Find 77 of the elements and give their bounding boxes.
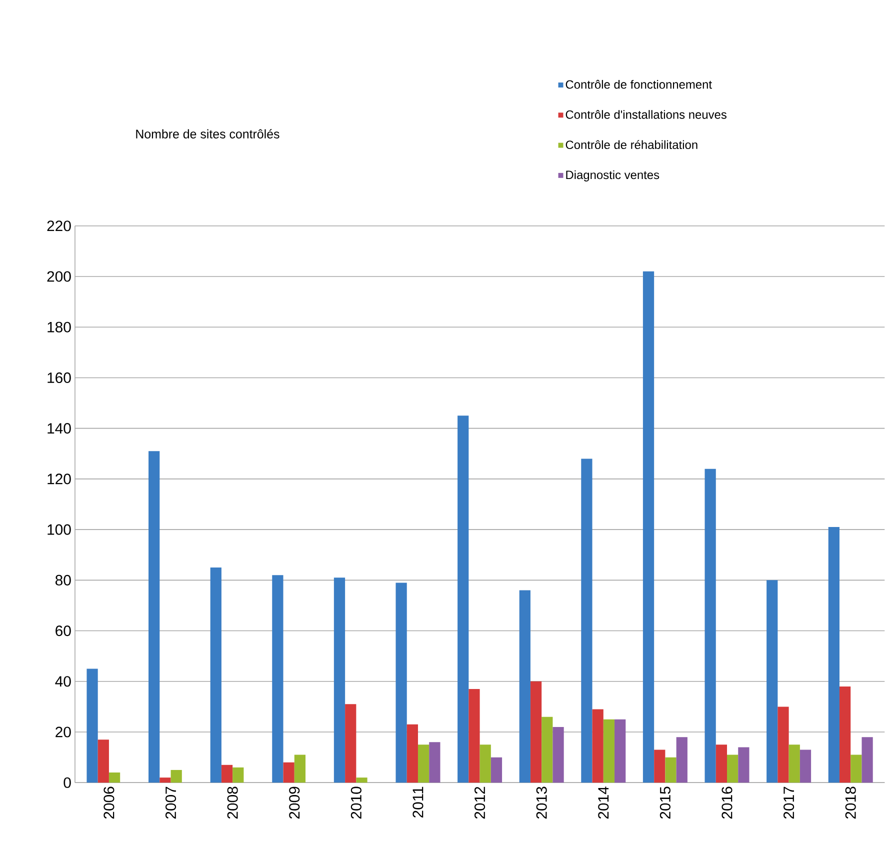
y-tick-label: 80 — [55, 575, 71, 586]
bar — [418, 744, 430, 783]
y-tick-label: 140 — [48, 423, 71, 434]
bar — [614, 720, 626, 783]
bar — [86, 668, 98, 783]
x-tick-label: 2015 — [660, 786, 670, 819]
x-tick-label: 2009 — [289, 787, 300, 819]
bar — [148, 451, 160, 783]
y-tick-label: 180 — [48, 322, 71, 333]
bar — [778, 706, 789, 783]
bar — [800, 750, 812, 783]
y-tick-label: 0 — [64, 778, 71, 788]
x-tick-label: 2012 — [474, 787, 486, 819]
bar — [232, 768, 244, 783]
x-tick-label: 2016 — [722, 787, 732, 819]
bar — [552, 727, 564, 783]
bar — [283, 762, 294, 783]
y-tick-label: 160 — [48, 372, 71, 384]
bar — [272, 575, 284, 783]
x-tick-label: 2008 — [227, 787, 238, 819]
chart-title: Nombre de sites contrôlés — [136, 129, 280, 139]
x-tick-label: 2014 — [598, 786, 609, 819]
bar — [458, 416, 469, 783]
bar — [170, 770, 182, 783]
bar — [716, 744, 728, 783]
bar — [294, 754, 306, 783]
bar — [850, 754, 862, 783]
x-tick-label: 2011 — [412, 787, 424, 818]
bar — [356, 778, 368, 783]
bar — [406, 724, 418, 783]
legend-label: Contrôle d'installations neuves — [566, 110, 726, 120]
bar — [603, 720, 615, 783]
bar — [468, 689, 480, 783]
bar — [839, 686, 851, 783]
bar — [581, 458, 592, 783]
bar — [704, 469, 716, 783]
x-tick-label: 2017 — [784, 787, 794, 819]
y-tick-label: 40 — [55, 676, 71, 687]
bar — [654, 750, 666, 783]
y-tick-label: 120 — [48, 474, 71, 484]
bar — [665, 758, 676, 783]
y-tick-label: 60 — [56, 626, 71, 636]
bar — [108, 772, 120, 783]
bar — [828, 527, 840, 783]
bar — [862, 737, 873, 783]
y-tick-label: 200 — [47, 271, 71, 282]
bar — [396, 582, 407, 783]
bar — [788, 744, 800, 783]
bar — [480, 744, 491, 783]
bar — [738, 747, 750, 783]
y-tick-label: 100 — [48, 524, 71, 536]
bar — [160, 778, 171, 783]
bar — [519, 590, 530, 783]
legend-label: Contrôle de réhabilitation — [566, 140, 698, 150]
bar — [542, 717, 553, 783]
y-tick-label: 220 — [47, 220, 71, 232]
x-tick-label: 2018 — [845, 787, 856, 819]
bar — [642, 272, 654, 783]
x-tick-label: 2006 — [104, 787, 114, 819]
bar — [429, 742, 440, 783]
bar — [210, 568, 222, 783]
bar — [334, 578, 346, 783]
legend-label: Contrôle de fonctionnement — [566, 80, 712, 89]
bar — [676, 737, 688, 783]
bar — [490, 758, 502, 783]
x-tick-label: 2010 — [350, 786, 362, 819]
x-tick-label: 2013 — [536, 787, 547, 819]
bar — [592, 709, 604, 783]
bar — [766, 580, 778, 783]
y-tick-label: 20 — [56, 726, 71, 738]
x-tick-label: 2007 — [165, 787, 176, 819]
bar — [727, 754, 738, 783]
bar — [98, 740, 109, 783]
bar — [530, 682, 542, 783]
bar — [345, 704, 356, 783]
legend-label: Diagnostic ventes — [566, 170, 660, 182]
bar — [221, 765, 233, 783]
